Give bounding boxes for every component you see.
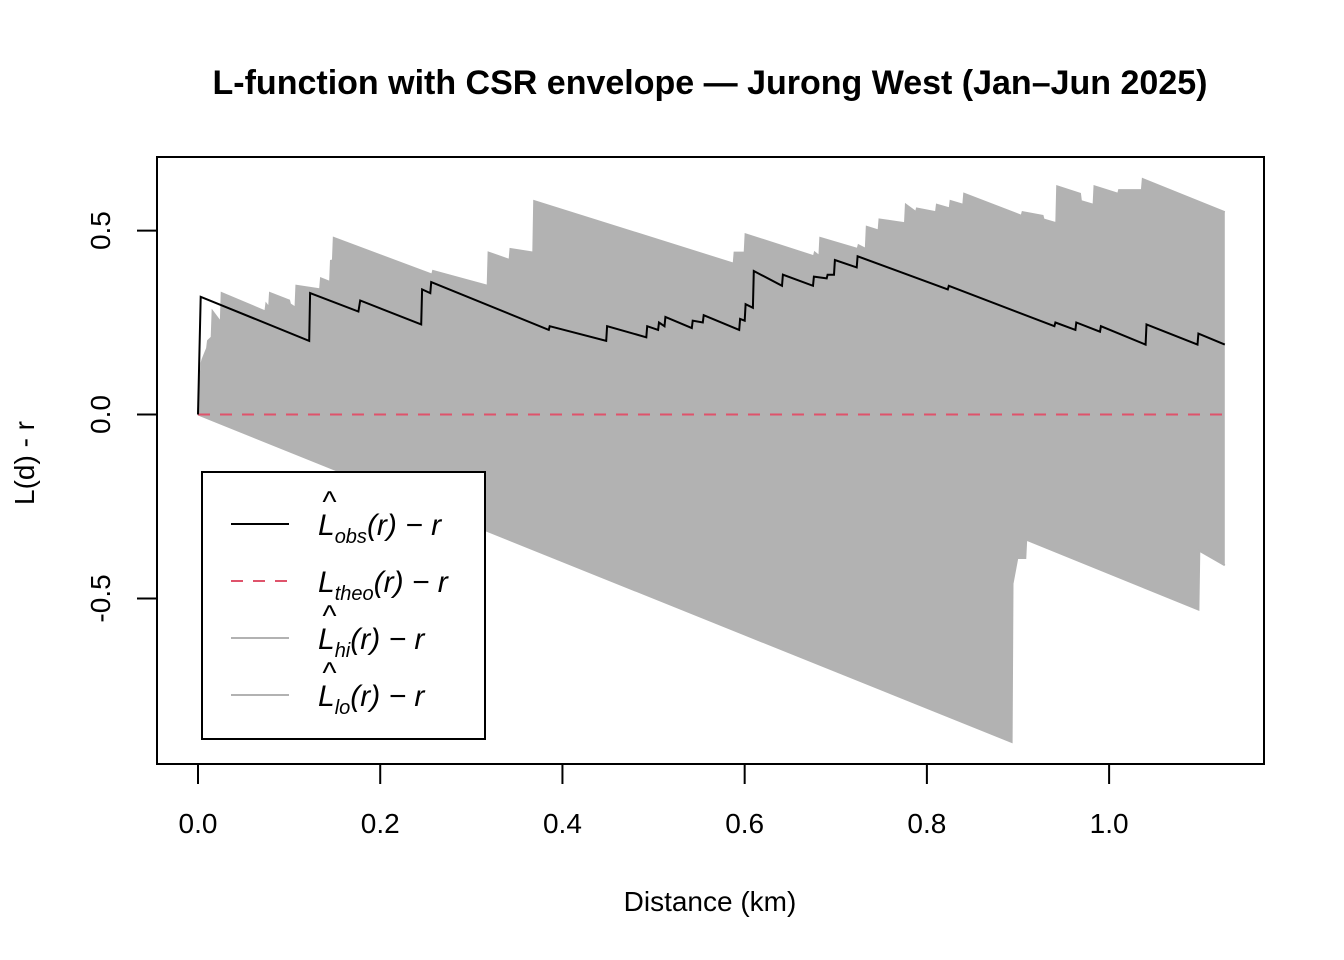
x-axis: 0.0 0.2 0.4 0.6 0.8 1.0	[179, 763, 1129, 839]
chart-title: L-function with CSR envelope — Jurong We…	[213, 64, 1208, 102]
legend-label-theo: Ltheo(r) − r	[318, 566, 449, 605]
legend-hat-hi: ^	[322, 600, 337, 633]
y-tick-label: 0.5	[85, 211, 116, 250]
y-tick-label: 0.0	[85, 395, 116, 434]
legend-hat-lo: ^	[322, 657, 337, 690]
y-axis: -0.5 0.0 0.5	[85, 211, 158, 623]
x-axis-label: Distance (km)	[624, 886, 797, 917]
series-hi-line	[197, 177, 1226, 415]
envelope-area	[198, 179, 1225, 742]
x-tick-label: 0.2	[361, 808, 400, 839]
y-axis-label: L(d) - r	[9, 421, 40, 505]
series-lo-line	[197, 413, 1226, 744]
x-tick-label: 0.8	[907, 808, 946, 839]
legend-label-hi: Lhi(r) − r	[318, 623, 425, 662]
x-tick-label: 0.6	[725, 808, 764, 839]
legend-label-lo: Llo(r) − r	[318, 680, 425, 719]
x-tick-label: 0.0	[179, 808, 218, 839]
x-tick-label: 0.4	[543, 808, 582, 839]
y-tick-label: -0.5	[85, 574, 116, 622]
legend-hat-obs: ^	[322, 486, 337, 519]
plot-area	[197, 177, 1226, 744]
legend-label-obs: Lobs(r) − r	[318, 509, 442, 548]
x-tick-label: 1.0	[1090, 808, 1129, 839]
series-obs-line	[197, 254, 1226, 415]
